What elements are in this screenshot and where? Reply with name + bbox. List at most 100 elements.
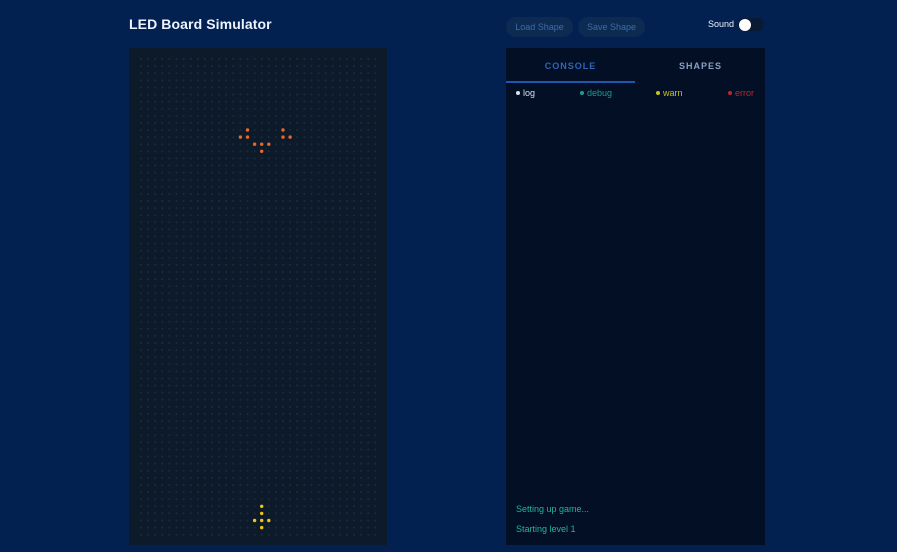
led-off <box>331 270 334 274</box>
led-off <box>161 505 164 508</box>
led-off <box>189 398 192 401</box>
log-filters: log debug warn error <box>506 88 765 102</box>
led-off <box>232 391 235 394</box>
sound-toggle-knob[interactable] <box>739 18 751 31</box>
led-off <box>218 356 221 359</box>
led-off <box>289 320 292 323</box>
led-off <box>175 341 178 345</box>
led-off <box>139 405 143 408</box>
led-off <box>196 221 199 224</box>
filter-warn[interactable]: warn <box>656 88 683 98</box>
led-off <box>182 427 185 430</box>
led-off <box>338 441 341 444</box>
led-off <box>374 107 377 110</box>
led-off <box>154 533 157 536</box>
led-off <box>189 483 192 487</box>
led-off <box>225 143 228 146</box>
led-off <box>360 313 363 316</box>
led-off <box>352 363 356 366</box>
led-off <box>296 93 299 96</box>
led-off <box>367 412 370 416</box>
led-off <box>225 79 228 82</box>
load-shape-button[interactable]: Load Shape <box>506 17 573 37</box>
led-off <box>168 512 171 515</box>
led-off <box>267 270 270 274</box>
led-off <box>196 249 199 252</box>
led-off <box>281 434 285 437</box>
led-off <box>296 164 299 167</box>
led-board[interactable] <box>129 48 387 545</box>
filter-error[interactable]: error <box>728 88 754 98</box>
led-off <box>189 441 192 444</box>
led-off <box>324 221 327 224</box>
led-off <box>267 192 270 195</box>
led-off <box>274 483 277 487</box>
led-off <box>182 164 185 167</box>
led-off <box>267 334 270 337</box>
led-off <box>189 469 192 472</box>
filter-log[interactable]: log <box>516 88 535 98</box>
led-off <box>175 192 178 195</box>
led-off <box>281 299 285 302</box>
led-off <box>239 214 242 217</box>
led-off <box>218 391 221 394</box>
led-off <box>289 512 292 515</box>
led-off <box>281 292 285 295</box>
led-off <box>203 164 206 167</box>
led-off <box>196 505 199 508</box>
led-off <box>267 505 270 508</box>
led-off <box>267 512 270 515</box>
led-off <box>331 334 334 337</box>
led-off <box>367 398 370 401</box>
led-off <box>203 505 206 508</box>
led-off <box>331 476 334 479</box>
led-off <box>331 483 334 487</box>
led-off <box>374 384 377 387</box>
led-off <box>139 505 143 508</box>
led-off <box>182 341 185 345</box>
led-off <box>139 57 143 61</box>
led-off <box>260 228 263 231</box>
led-off <box>168 235 171 238</box>
led-off <box>303 249 306 252</box>
led-off <box>175 391 178 394</box>
led-off <box>296 306 299 309</box>
led-off <box>367 483 370 487</box>
led-off <box>260 235 263 238</box>
led-off <box>260 306 263 309</box>
led-off <box>161 263 164 266</box>
led-off <box>367 249 370 252</box>
save-shape-button[interactable]: Save Shape <box>578 17 645 37</box>
led-off <box>367 320 370 323</box>
led-off <box>296 128 299 132</box>
tab-shapes[interactable]: SHAPES <box>678 61 722 71</box>
led-off <box>175 526 178 529</box>
filter-debug[interactable]: debug <box>580 88 612 98</box>
led-off <box>260 100 263 103</box>
led-off <box>331 292 334 295</box>
led-off <box>154 512 157 515</box>
led-off <box>139 79 143 82</box>
led-off <box>296 491 299 494</box>
led-off <box>267 483 270 487</box>
led-off <box>360 185 363 188</box>
led-off <box>317 519 320 522</box>
sound-toggle[interactable] <box>738 18 764 31</box>
led-off <box>317 384 320 387</box>
led-off <box>367 299 370 302</box>
led-off <box>303 384 306 387</box>
led-off <box>210 384 214 387</box>
led-off <box>303 171 306 174</box>
led-off <box>338 72 341 75</box>
led-off <box>239 207 242 210</box>
led-off <box>338 341 341 345</box>
led-off <box>338 427 341 430</box>
led-off <box>239 178 242 181</box>
led-off <box>374 512 377 515</box>
led-off <box>310 420 313 423</box>
led-off <box>196 121 199 124</box>
led-off <box>289 235 292 238</box>
led-off <box>147 128 150 132</box>
tab-console[interactable]: CONSOLE <box>544 61 597 71</box>
led-off <box>374 412 377 416</box>
